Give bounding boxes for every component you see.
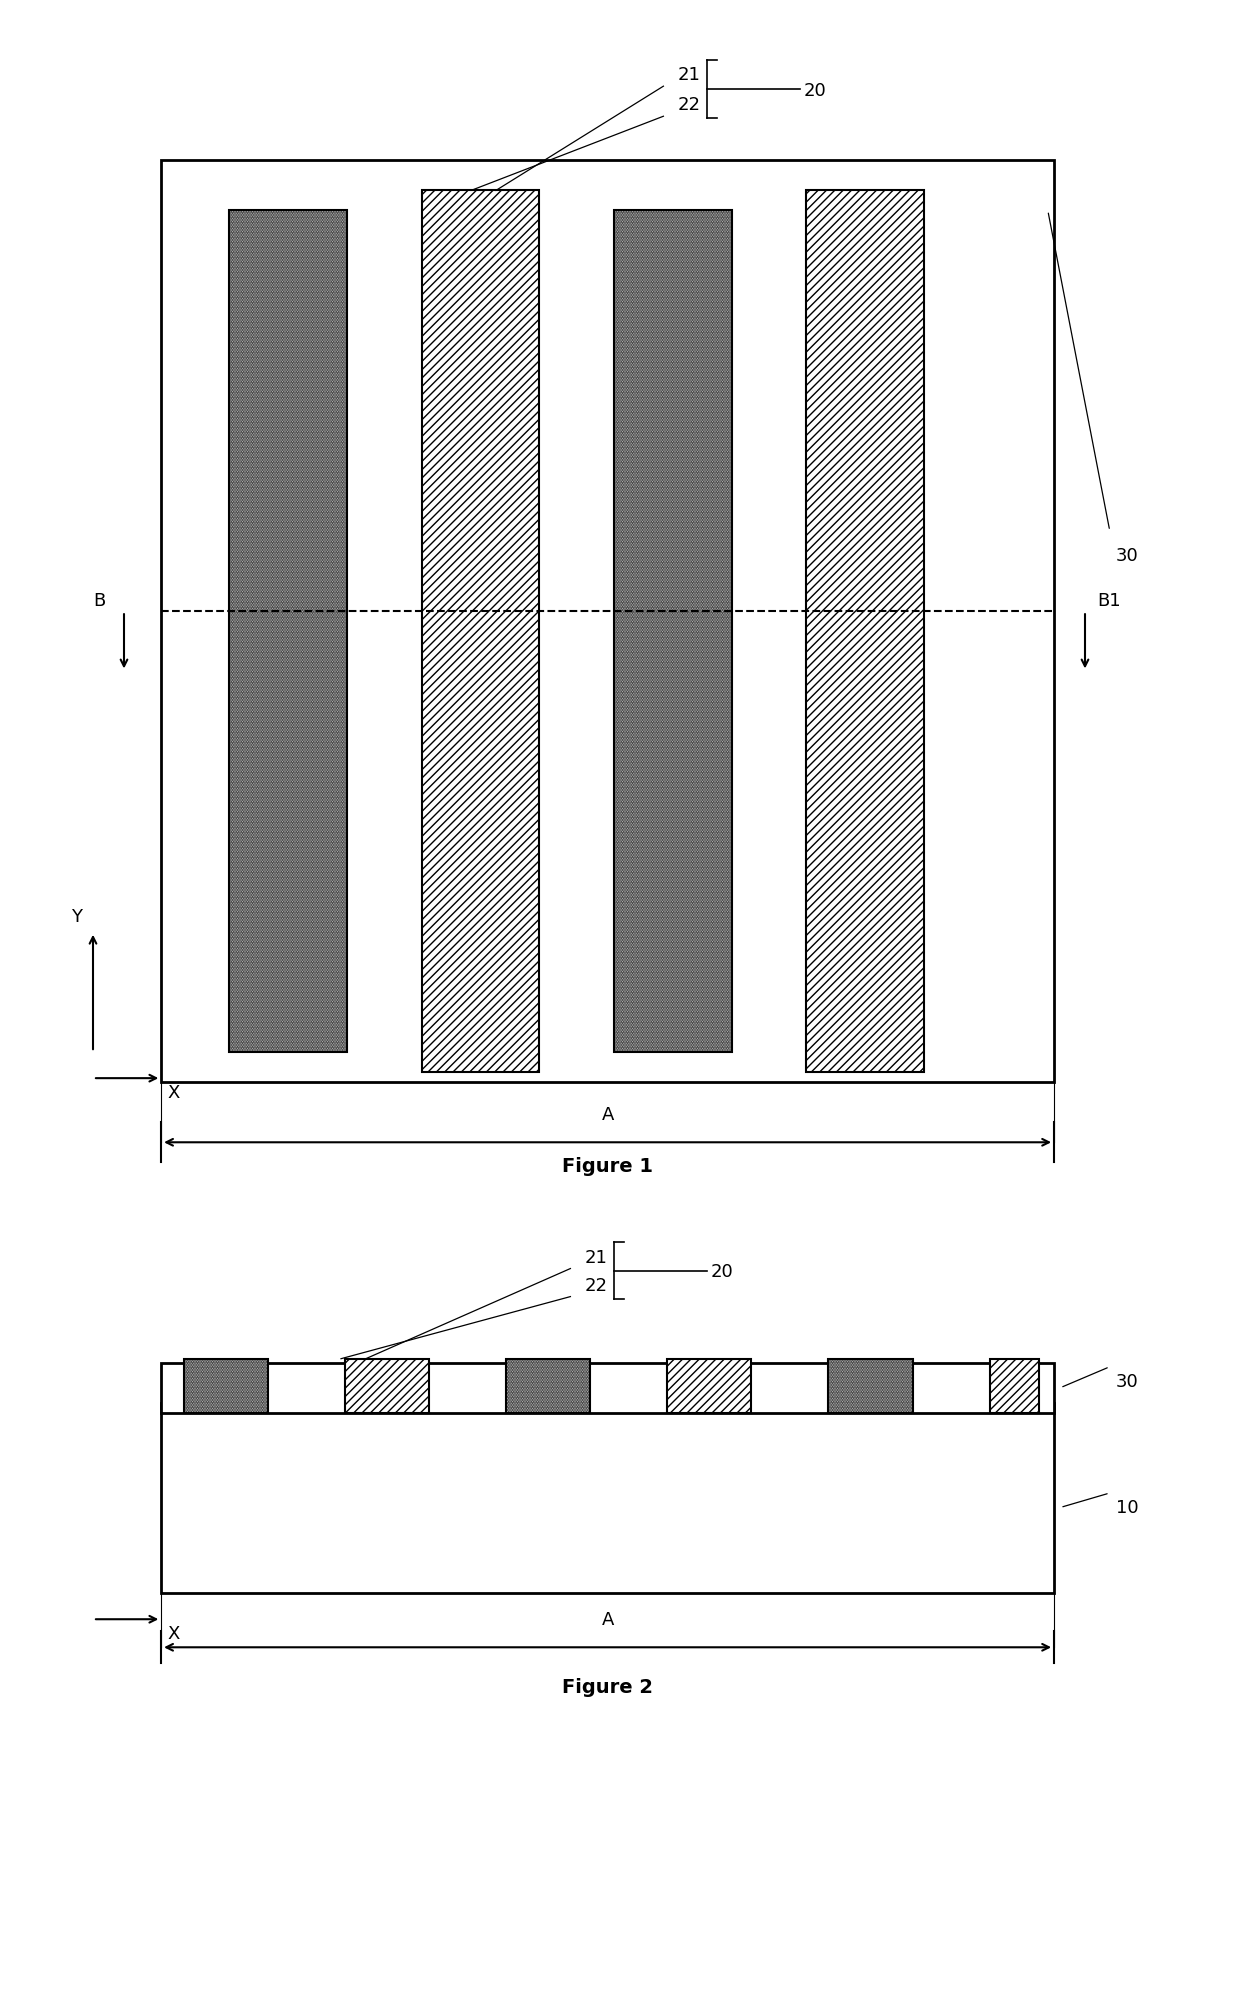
Bar — [806, 190, 924, 1072]
Bar — [161, 1403, 1054, 1593]
Bar — [828, 1359, 913, 1413]
Bar — [161, 1363, 1054, 1413]
Bar — [990, 1359, 1039, 1413]
Bar — [506, 1359, 590, 1413]
Bar — [422, 190, 539, 1072]
Text: 30: 30 — [1116, 1373, 1138, 1391]
Bar — [614, 210, 732, 1052]
Bar — [667, 1359, 751, 1413]
Bar — [506, 1359, 590, 1413]
Text: 30: 30 — [1116, 547, 1138, 565]
Text: 21: 21 — [678, 66, 701, 84]
Text: X: X — [167, 1625, 180, 1643]
Bar — [229, 210, 347, 1052]
Bar — [345, 1359, 429, 1413]
Text: A: A — [601, 1106, 614, 1124]
Bar — [422, 190, 539, 1072]
Text: 21: 21 — [585, 1248, 608, 1267]
Bar — [828, 1359, 913, 1413]
Bar — [184, 1359, 268, 1413]
Text: 22: 22 — [677, 96, 701, 114]
Text: Figure 1: Figure 1 — [562, 1158, 653, 1176]
Bar — [990, 1359, 1039, 1413]
Text: B1: B1 — [1097, 593, 1121, 609]
Bar — [345, 1359, 429, 1413]
Text: A: A — [601, 1611, 614, 1629]
Text: 20: 20 — [711, 1263, 733, 1281]
Text: 10: 10 — [1116, 1499, 1138, 1517]
Text: X: X — [167, 1084, 180, 1102]
Text: Figure 2: Figure 2 — [562, 1679, 653, 1697]
Bar — [614, 210, 732, 1052]
Text: 22: 22 — [584, 1277, 608, 1295]
Bar — [667, 1359, 751, 1413]
Bar — [184, 1359, 268, 1413]
Text: Y: Y — [71, 908, 82, 926]
Bar — [161, 160, 1054, 1082]
Bar — [229, 210, 347, 1052]
Bar — [806, 190, 924, 1072]
Text: B: B — [93, 593, 105, 609]
Text: 20: 20 — [804, 82, 826, 100]
